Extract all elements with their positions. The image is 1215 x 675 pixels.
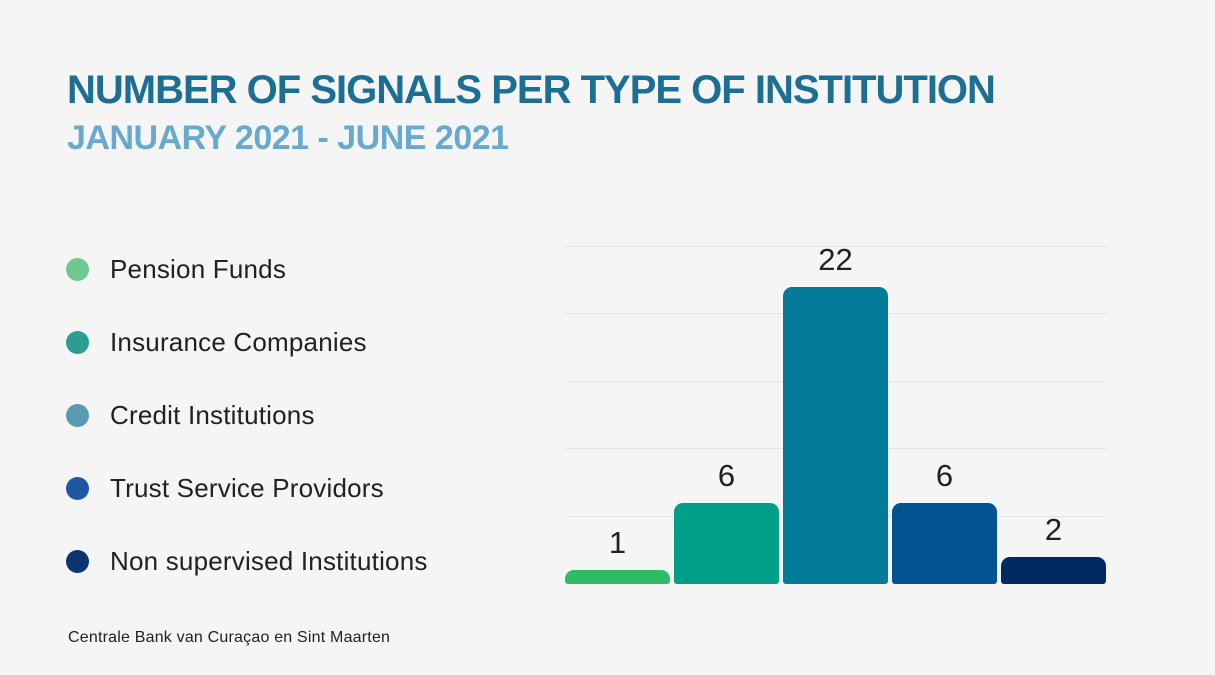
- bar-chart: 1 6 22 6 2: [565, 200, 1107, 584]
- legend-dot: [66, 331, 89, 354]
- bar-column: 22: [783, 244, 888, 584]
- bar-column: 6: [892, 460, 997, 584]
- legend-item: Trust Service Providors: [66, 452, 526, 525]
- page-subtitle: JANUARY 2021 - JUNE 2021: [67, 119, 509, 157]
- legend-dot: [66, 550, 89, 573]
- bar-value-label: 1: [608, 525, 627, 560]
- source-attribution: Centrale Bank van Curaçao en Sint Maarte…: [68, 629, 391, 646]
- chart-legend: Pension Funds Insurance Companies Credit I…: [66, 233, 526, 598]
- bar: [565, 570, 670, 584]
- page-title: NUMBER OF SIGNALS PER TYPE OF INSTITUTIO…: [67, 68, 996, 112]
- legend-item: Non supervised Institutions: [66, 525, 526, 598]
- legend-item: Insurance Companies: [66, 306, 526, 379]
- bar-value-label: 6: [717, 458, 736, 493]
- bar-value-label: 6: [935, 458, 954, 493]
- legend-item: Credit Institutions: [66, 379, 526, 452]
- legend-dot: [66, 404, 89, 427]
- legend-item-label: Trust Service Providors: [110, 473, 384, 503]
- legend-item: Pension Funds: [66, 233, 526, 306]
- bar-column: 1: [565, 527, 670, 584]
- bar: [674, 503, 779, 584]
- legend-item-label: Non supervised Institutions: [110, 546, 428, 576]
- legend-dot: [66, 258, 89, 281]
- bar: [783, 287, 888, 584]
- bar: [892, 503, 997, 584]
- bar-series: 1 6 22 6 2: [565, 244, 1107, 584]
- bar-value-label: 22: [818, 242, 853, 277]
- legend-item-label: Pension Funds: [110, 254, 287, 284]
- bar-column: 6: [674, 460, 779, 584]
- legend-dot: [66, 477, 89, 500]
- bar: [1001, 557, 1106, 584]
- legend-item-label: Insurance Companies: [110, 327, 367, 357]
- bar-column: 2: [1001, 514, 1106, 584]
- gridline: [565, 245, 1107, 247]
- legend-item-label: Credit Institutions: [110, 400, 315, 430]
- bar-value-label: 2: [1044, 512, 1063, 547]
